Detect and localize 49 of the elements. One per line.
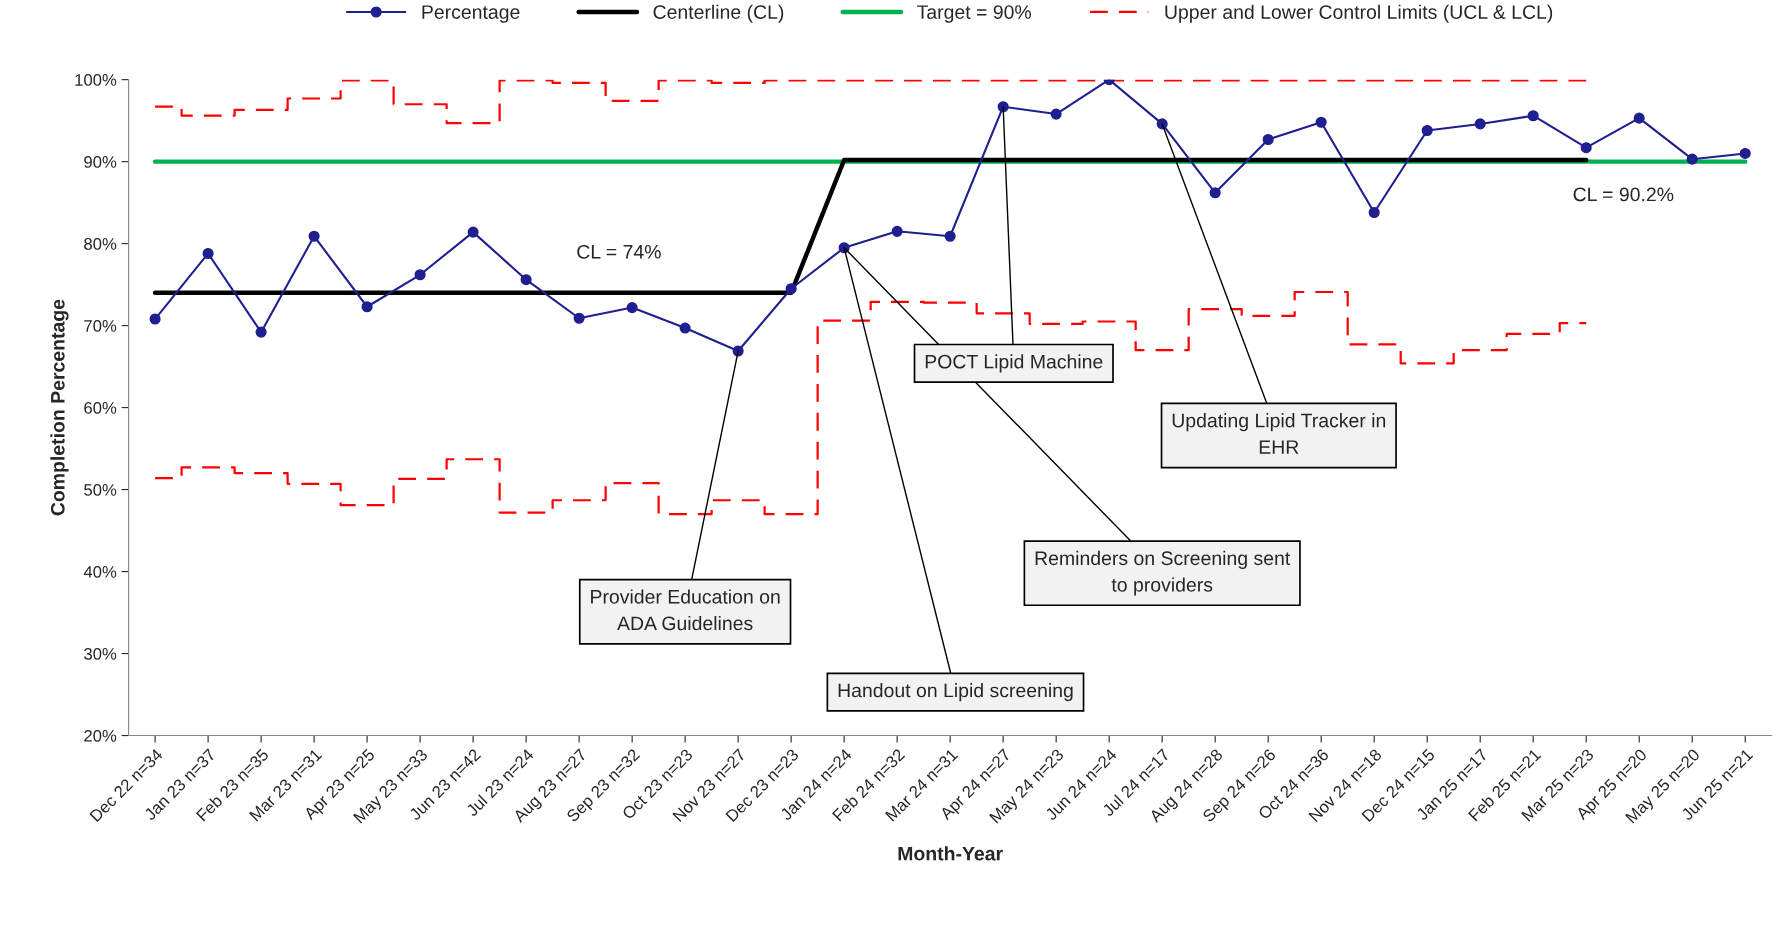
y-tick-label: 90% <box>84 156 117 168</box>
point <box>785 283 797 295</box>
legend-label: Upper and Lower Control Limits (UCL & LCL) <box>1165 4 1553 23</box>
point <box>679 322 691 334</box>
annotation: Reminders on Screening sent to providers <box>1035 550 1291 596</box>
point <box>573 312 585 324</box>
annotation: Updating Lipid Tracker in EHR <box>1172 413 1386 454</box>
y-tick-label: 40% <box>83 565 117 578</box>
point <box>202 247 214 260</box>
legend-label: Centerline (CL) <box>653 4 784 23</box>
legend-label: Percentage <box>422 5 520 23</box>
annotation: Provider Education on ADA Guidelines <box>591 589 780 631</box>
point <box>1262 133 1274 146</box>
point <box>1315 116 1327 128</box>
point <box>1633 112 1645 124</box>
y-tick-label: 80% <box>84 238 117 250</box>
point <box>1686 153 1698 165</box>
y-tick-label: 30% <box>84 647 117 660</box>
point <box>1527 110 1539 122</box>
point <box>1209 187 1221 199</box>
y-tick-label: 100% <box>75 74 117 86</box>
y-axis-title: Completion Percentage <box>50 299 69 516</box>
legend-label: Target = 90% <box>917 5 1032 23</box>
point <box>520 274 532 286</box>
point <box>467 226 479 238</box>
point <box>255 326 267 338</box>
y-tick-label: 50% <box>84 483 117 496</box>
point <box>1739 147 1751 159</box>
point <box>149 313 161 325</box>
annotation: Handout on Lipid screening <box>838 683 1073 702</box>
annotation: CL = 90.2% <box>1573 187 1674 202</box>
annotation: CL = 74% <box>577 244 661 259</box>
point <box>1368 206 1380 219</box>
annotation: POCT Lipid Machine <box>925 354 1103 373</box>
y-tick-label: 20% <box>84 729 117 742</box>
point <box>944 230 956 242</box>
point <box>414 269 426 281</box>
point <box>1580 142 1592 154</box>
point <box>997 101 1009 113</box>
x-axis-title: Month-Year <box>898 846 1003 861</box>
point <box>1050 108 1062 120</box>
y-tick-label: 70% <box>84 320 117 332</box>
point <box>1474 118 1486 130</box>
point <box>891 225 903 237</box>
point <box>1421 124 1433 137</box>
point <box>361 301 373 313</box>
y-tick-label: 60% <box>84 402 117 414</box>
point <box>308 230 320 242</box>
point <box>626 302 638 314</box>
